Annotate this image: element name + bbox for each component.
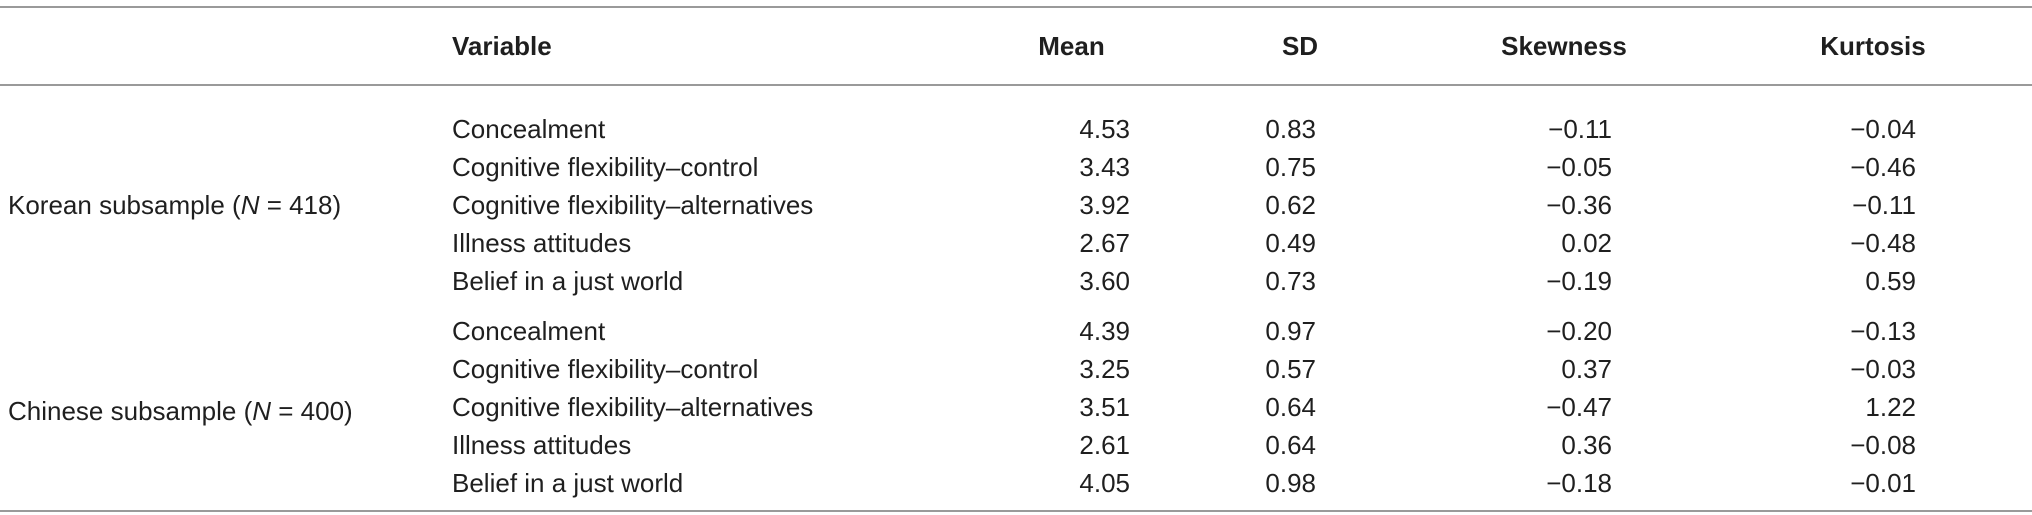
skewness-cell: −0.11 [1548, 113, 1612, 144]
skewness-cell: −0.20 [1546, 315, 1612, 346]
variable-cell: Illness attitudes [452, 429, 632, 460]
sd-cell: 0.98 [1265, 467, 1316, 498]
skewness-cell: −0.05 [1546, 151, 1612, 182]
sd-cell: 0.64 [1265, 429, 1316, 460]
table-row: Cognitive flexibility–control 3.25 0.57 … [0, 350, 2032, 388]
table-row: Cognitive flexibility–alternatives 3.92 … [0, 186, 2032, 224]
group-label-prefix: Korean subsample ( [8, 189, 241, 220]
skewness-cell: −0.47 [1546, 391, 1612, 422]
mean-cell: 4.05 [1079, 467, 1130, 498]
kurtosis-cell: −0.46 [1850, 151, 1916, 182]
variable-cell: Cognitive flexibility–alternatives [452, 391, 814, 422]
sd-cell: 0.49 [1265, 227, 1316, 258]
table-header: Variable Mean SD Skewness Kurtosis [0, 7, 2032, 85]
header-row: Variable Mean SD Skewness Kurtosis [0, 7, 2032, 85]
kurtosis-cell: 1.22 [1865, 391, 1916, 422]
skewness-cell: −0.18 [1546, 467, 1612, 498]
group-label-suffix: = 418) [259, 189, 342, 220]
skewness-cell: −0.19 [1546, 265, 1612, 296]
skewness-cell: 0.36 [1561, 429, 1612, 460]
skewness-cell: 0.02 [1561, 227, 1612, 258]
mean-cell: 3.43 [1079, 151, 1130, 182]
variable-cell: Belief in a just world [452, 467, 684, 498]
kurtosis-cell: −0.11 [1852, 189, 1916, 220]
variable-cell: Concealment [452, 113, 606, 144]
kurtosis-cell: −0.13 [1850, 315, 1916, 346]
kurtosis-cell: 0.59 [1865, 265, 1916, 296]
descriptive-statistics-table: Variable Mean SD Skewness Kurtosis Korea… [0, 6, 2032, 512]
table-row: Illness attitudes 2.67 0.49 0.02 −0.48 [0, 224, 2032, 262]
table-row: Cognitive flexibility–alternatives 3.51 … [0, 388, 2032, 426]
skewness-cell: −0.36 [1546, 189, 1612, 220]
header-mean: Mean [1038, 30, 1105, 61]
group-label-n: N [252, 395, 272, 426]
kurtosis-cell: −0.01 [1850, 467, 1916, 498]
group-label-korean: Korean subsample (N = 418) [0, 85, 452, 300]
sd-cell: 0.57 [1265, 353, 1316, 384]
sd-cell: 0.75 [1265, 151, 1316, 182]
sd-cell: 0.97 [1265, 315, 1316, 346]
kurtosis-cell: −0.48 [1850, 227, 1916, 258]
group-label-suffix: = 400) [271, 395, 353, 426]
variable-cell: Cognitive flexibility–alternatives [452, 189, 814, 220]
table-row: Belief in a just world 3.60 0.73 −0.19 0… [0, 262, 2032, 300]
variable-cell: Illness attitudes [452, 227, 632, 258]
sd-cell: 0.62 [1265, 189, 1316, 220]
chinese-subsample-block: Chinese subsample (N = 400) Concealment … [0, 300, 2032, 511]
variable-cell: Cognitive flexibility–control [452, 151, 759, 182]
group-label-n: N [240, 189, 260, 220]
kurtosis-cell: −0.03 [1850, 353, 1916, 384]
kurtosis-cell: −0.08 [1850, 429, 1916, 460]
header-kurtosis: Kurtosis [1820, 30, 1926, 61]
header-variable: Variable [452, 30, 552, 61]
sd-cell: 0.73 [1265, 265, 1316, 296]
header-group [0, 7, 452, 85]
header-sd: SD [1281, 30, 1319, 61]
table-row: Cognitive flexibility–control 3.43 0.75 … [0, 148, 2032, 186]
variable-cell: Cognitive flexibility–control [452, 353, 759, 384]
sd-cell: 0.64 [1265, 391, 1316, 422]
mean-cell: 4.53 [1079, 113, 1130, 144]
skewness-cell: 0.37 [1561, 353, 1612, 384]
variable-cell: Belief in a just world [452, 265, 684, 296]
korean-subsample-block: Korean subsample (N = 418) Concealment 4… [0, 85, 2032, 300]
mean-cell: 3.60 [1079, 265, 1130, 296]
group-label-prefix: Chinese subsample ( [8, 395, 253, 426]
mean-cell: 4.39 [1079, 315, 1130, 346]
table-row: Belief in a just world 4.05 0.98 −0.18 −… [0, 464, 2032, 511]
mean-cell: 2.67 [1079, 227, 1130, 258]
group-label-chinese: Chinese subsample (N = 400) [0, 300, 452, 511]
variable-cell: Concealment [452, 315, 606, 346]
table-row: Chinese subsample (N = 400) Concealment … [0, 300, 2032, 426]
kurtosis-cell: −0.04 [1850, 113, 1916, 144]
header-skewness: Skewness [1501, 30, 1627, 61]
mean-cell: 3.25 [1079, 353, 1130, 384]
mean-cell: 3.51 [1079, 391, 1130, 422]
table-row: Korean subsample (N = 418) Concealment 4… [0, 85, 2032, 220]
table-row: Illness attitudes 2.61 0.64 0.36 −0.08 [0, 426, 2032, 464]
mean-cell: 2.61 [1079, 429, 1130, 460]
mean-cell: 3.92 [1079, 189, 1130, 220]
sd-cell: 0.83 [1265, 113, 1316, 144]
